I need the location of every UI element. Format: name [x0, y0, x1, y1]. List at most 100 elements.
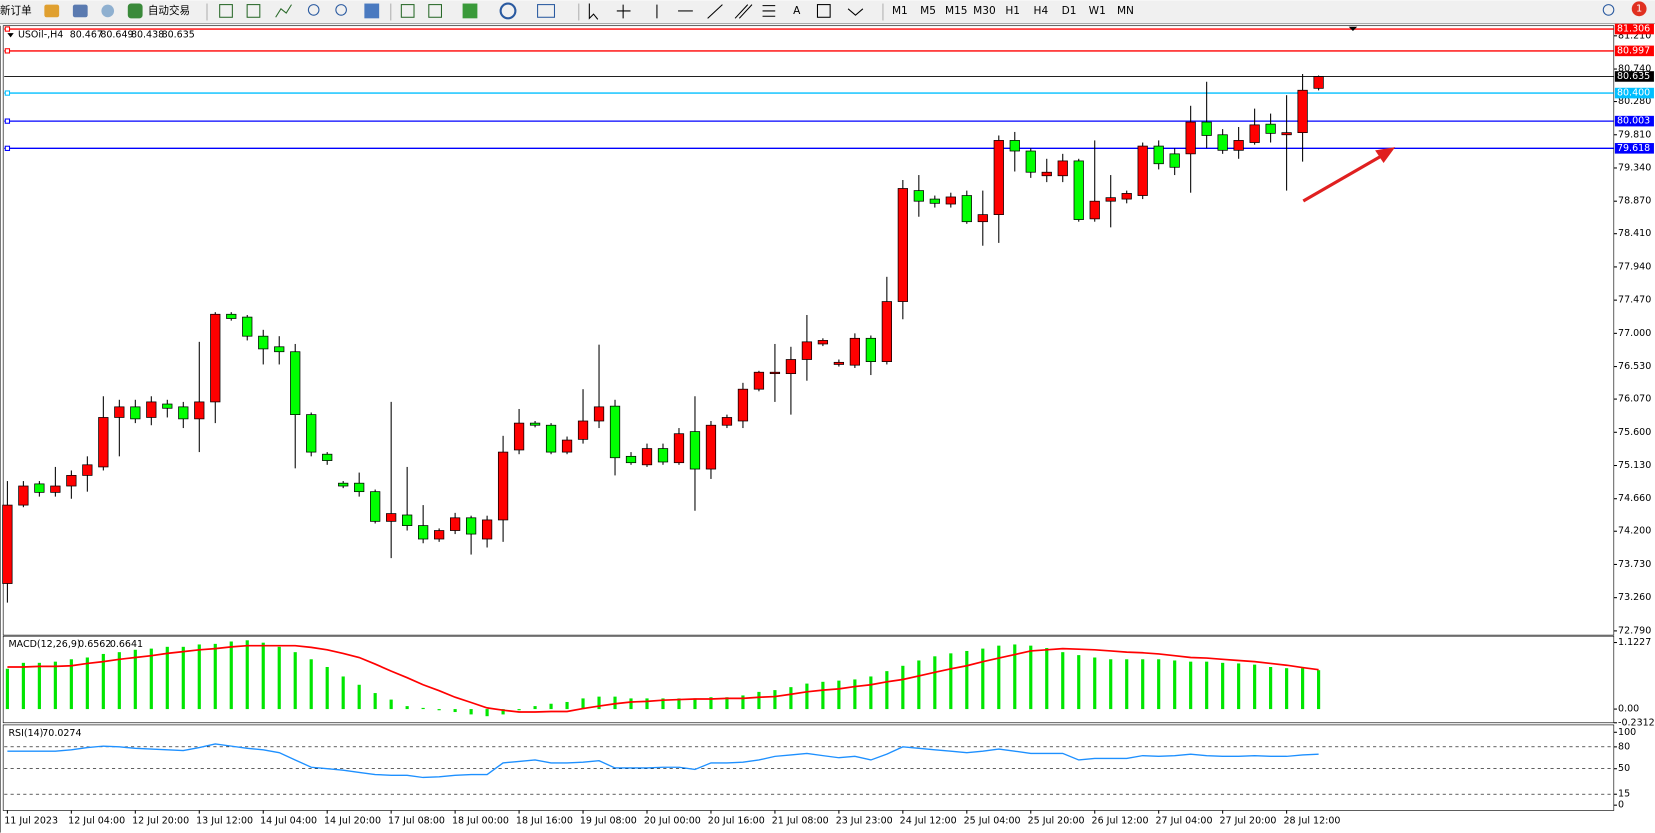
- timeframe-button[interactable]: D1: [1062, 5, 1077, 17]
- macd-bar: [437, 709, 441, 711]
- macd-bar: [101, 653, 105, 710]
- macd-bar: [869, 676, 873, 710]
- icon[interactable]: [499, 2, 517, 20]
- timeframe-button[interactable]: MN: [1117, 5, 1134, 17]
- candle-body: [753, 371, 765, 390]
- y-tick-label: 72.790: [1618, 625, 1651, 636]
- candle-body: [945, 196, 956, 205]
- icon[interactable]: [462, 3, 478, 19]
- cursor-tool[interactable]: [588, 3, 599, 20]
- candle-body: [1249, 124, 1260, 143]
- icon[interactable]: [72, 4, 88, 18]
- macd-bar: [1093, 657, 1097, 710]
- macd-bar: [421, 707, 425, 710]
- crosshair-tool[interactable]: [616, 4, 631, 19]
- timeframe-button[interactable]: M15: [945, 5, 968, 17]
- macd-bar: [485, 709, 489, 717]
- header-open: 80.467: [70, 30, 103, 41]
- icon[interactable]: [219, 4, 233, 18]
- y-tick-label: 79.810: [1618, 129, 1651, 140]
- text-tool[interactable]: A: [793, 5, 801, 17]
- candle-body: [1137, 145, 1148, 196]
- candle-body: [689, 431, 701, 470]
- candle-body: [673, 433, 685, 464]
- y-tick-label: 78.410: [1618, 228, 1651, 239]
- macd-bar: [309, 659, 313, 710]
- candle-body: [897, 188, 908, 302]
- timeframe-button[interactable]: H4: [1034, 5, 1049, 17]
- timeframe-button[interactable]: M5: [920, 5, 936, 17]
- timeframe-button[interactable]: M30: [973, 5, 996, 17]
- icon[interactable]: [246, 4, 261, 18]
- macd-bar: [1077, 655, 1081, 710]
- macd-bar: [1061, 652, 1065, 710]
- fibo-tool[interactable]: [762, 5, 776, 17]
- level-label: 80.997: [1617, 45, 1650, 56]
- macd-bar: [133, 649, 137, 710]
- y-tick-label: 81.210: [1618, 30, 1651, 41]
- icon[interactable]: [537, 4, 556, 18]
- label-tool[interactable]: [816, 4, 831, 18]
- x-tick-label: 14 Jul 20:00: [324, 816, 381, 827]
- y-tick-label: 77.000: [1618, 328, 1651, 339]
- macd-signal-value: 0.6641: [110, 639, 143, 650]
- macd-bar: [933, 656, 937, 710]
- macd-bar: [709, 697, 713, 710]
- notification-badge[interactable]: [1631, 1, 1647, 17]
- candle-body: [1009, 140, 1020, 152]
- auto-trading-button[interactable]: 自动交易: [148, 4, 190, 17]
- macd-bar: [1317, 670, 1321, 710]
- icon[interactable]: [44, 4, 60, 18]
- candle-body: [194, 401, 205, 420]
- icon[interactable]: [400, 4, 415, 18]
- candle-body: [1281, 132, 1292, 136]
- macd-bar: [5, 668, 9, 710]
- macd-bar: [997, 645, 1001, 710]
- candle-body: [370, 491, 381, 522]
- level-anchor: [4, 26, 11, 32]
- x-tick-label: 24 Jul 12:00: [900, 816, 957, 827]
- search[interactable]: [1602, 4, 1615, 16]
- timeframes: M1 M5 M15 M30 H1 H4 D1 W1 MN: [892, 5, 1134, 17]
- macd-bar: [613, 696, 617, 710]
- candle-body: [338, 482, 349, 487]
- macd-bar: [1269, 666, 1273, 710]
- icon[interactable]: [275, 4, 292, 18]
- arrow-head: [1375, 147, 1396, 164]
- new-order-button[interactable]: 新订单: [0, 4, 32, 17]
- candle-body: [1089, 200, 1100, 220]
- channel-tool[interactable]: [734, 4, 753, 19]
- arrow-tool[interactable]: [847, 8, 864, 16]
- macd-bar: [1189, 661, 1193, 710]
- candle-body: [402, 514, 413, 526]
- x-tick-label: 12 Jul 20:00: [132, 816, 189, 827]
- candle-body: [1313, 76, 1324, 89]
- candle-body: [545, 424, 557, 453]
- y-tick-label: 74.200: [1618, 526, 1651, 537]
- auto-trading-icon[interactable]: [127, 3, 143, 19]
- macd-bar: [629, 698, 633, 710]
- macd-bar: [1237, 663, 1241, 710]
- zoom-in[interactable]: [307, 4, 320, 16]
- timeframe-button[interactable]: W1: [1089, 5, 1106, 17]
- macd-bar: [773, 690, 777, 710]
- candle-body: [465, 517, 477, 535]
- trendline-tool[interactable]: [707, 4, 723, 19]
- level-label-box: [1614, 115, 1654, 127]
- y-tick-label: 75.130: [1618, 460, 1651, 471]
- macd-bar: [469, 709, 473, 715]
- icon[interactable]: [101, 4, 115, 18]
- timeframe-button[interactable]: H1: [1005, 5, 1020, 17]
- rsi-line: [7, 743, 1319, 779]
- candle-body: [354, 482, 365, 493]
- x-tick-label: 11 Jul 2023: [4, 816, 58, 827]
- macd-bar: [677, 698, 681, 710]
- candle-body: [290, 351, 301, 415]
- icon[interactable]: [428, 4, 443, 18]
- candle-body: [449, 517, 461, 531]
- zoom-out[interactable]: [335, 4, 347, 16]
- candle-body: [865, 337, 876, 362]
- timeframe-button[interactable]: M1: [892, 5, 908, 17]
- icon[interactable]: [364, 3, 380, 19]
